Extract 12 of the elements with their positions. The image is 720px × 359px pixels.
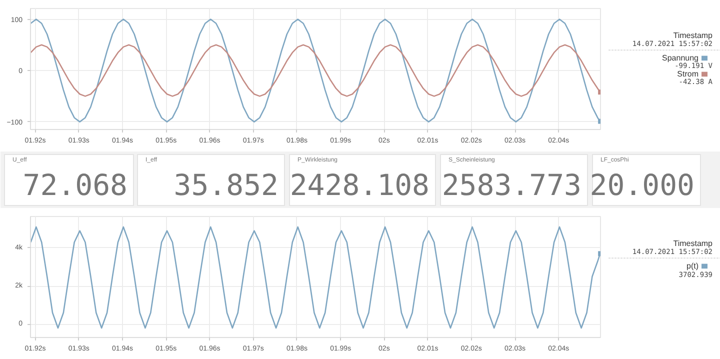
- legend-label: Spannung: [662, 54, 699, 63]
- legend-label: p(t): [686, 262, 699, 271]
- legend-label: Strom: [677, 70, 699, 79]
- text: 72.068: [22, 168, 128, 202]
- text: 2583.773: [442, 168, 582, 202]
- text: 2428.108: [290, 168, 430, 202]
- line-series: [30, 44, 600, 97]
- text: Timestamp: [673, 239, 714, 248]
- text: Timestamp: [673, 31, 714, 40]
- text: 35.852: [174, 168, 279, 202]
- text: 20.000: [590, 168, 695, 202]
- line-series: [30, 226, 600, 329]
